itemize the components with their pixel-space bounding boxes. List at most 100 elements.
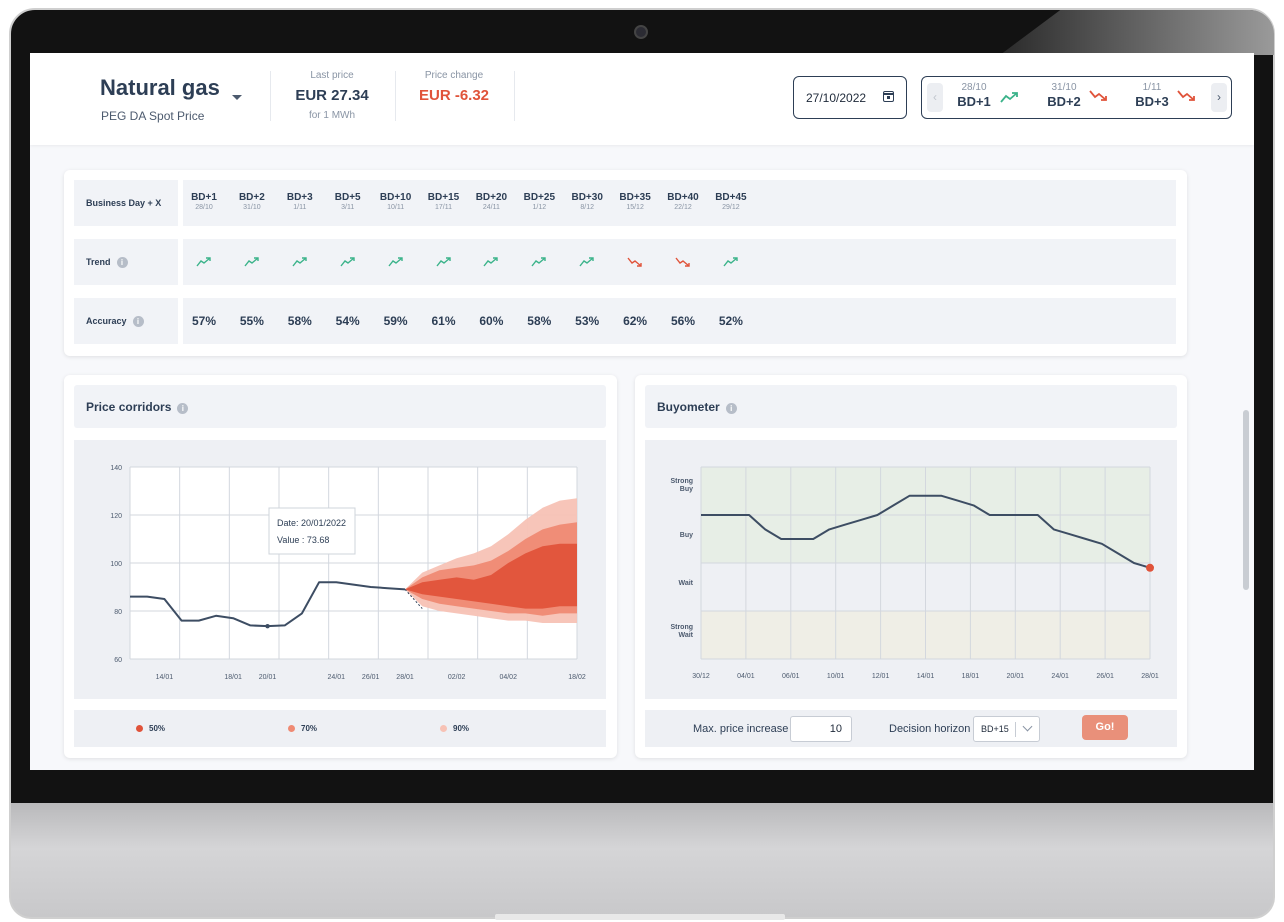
legend-swatch bbox=[136, 725, 143, 732]
bd-label: BD+25 bbox=[523, 192, 555, 203]
y-tick-label: 120 bbox=[110, 513, 122, 520]
info-icon[interactable]: i bbox=[132, 315, 144, 327]
bd-date: 24/11 bbox=[482, 204, 500, 211]
band-50 bbox=[405, 543, 577, 609]
column-header: BD+1 28/10 bbox=[182, 192, 226, 211]
bd-nav-label: BD+2 bbox=[1047, 94, 1081, 109]
price-corridors-header: Price corridors i bbox=[74, 385, 606, 428]
accuracy-value: 54% bbox=[335, 314, 360, 328]
panel-title: Buyometer bbox=[657, 400, 720, 414]
bd-label: BD+20 bbox=[475, 192, 508, 203]
x-tick-label: 18/01 bbox=[962, 673, 980, 680]
current-point[interactable] bbox=[1146, 563, 1154, 572]
divider bbox=[395, 71, 396, 121]
info-icon[interactable]: i bbox=[116, 256, 128, 268]
next-arrow-icon[interactable]: › bbox=[1211, 83, 1227, 112]
accuracy-value: 59% bbox=[383, 314, 408, 328]
divider bbox=[514, 71, 515, 121]
product-name: PEG DA Spot Price bbox=[101, 109, 205, 123]
x-tick-label: 14/01 bbox=[917, 673, 935, 680]
price-corridors-chart: 60 80 100 120 140 14/01 18/01 20/01 24/01 26/01 28… bbox=[110, 465, 586, 681]
bd-label: BD+45 bbox=[715, 192, 747, 203]
buyometer-panel: Buyometer i Strong Buy Buy Wait Strong Wait 30/… bbox=[635, 375, 1187, 758]
trend-down-icon bbox=[1177, 90, 1195, 101]
app-screen: Natural gas PEG DA Spot Price Last price… bbox=[30, 53, 1254, 770]
go-button[interactable]: Go! bbox=[1082, 715, 1128, 740]
column-header: BD+45 29/12 bbox=[709, 192, 753, 211]
legend-swatch bbox=[440, 725, 447, 732]
row-band bbox=[183, 298, 1176, 344]
date-value: 27/10/2022 bbox=[806, 91, 867, 105]
x-tick-label: 04/02 bbox=[499, 674, 517, 681]
bd-label: BD+15 bbox=[427, 192, 460, 203]
max-price-input[interactable]: 10 bbox=[790, 716, 852, 742]
accuracy-value: 57% bbox=[191, 314, 217, 328]
buyometer-chart: Strong Buy Buy Wait Strong Wait 30/12 04/01 06/0… bbox=[670, 466, 1159, 680]
x-tick-label: 20/01 bbox=[259, 674, 277, 681]
projection-line bbox=[404, 589, 423, 609]
bd-nav-item-1[interactable]: 28/10 BD+1 bbox=[956, 82, 992, 109]
buyometer-line bbox=[701, 494, 1151, 569]
prev-arrow-icon[interactable]: ‹ bbox=[927, 83, 943, 112]
bd-label: BD+10 bbox=[379, 192, 412, 203]
info-icon[interactable]: i bbox=[725, 403, 737, 414]
divider bbox=[270, 71, 271, 121]
x-tick-label: 28/01 bbox=[1141, 673, 1159, 680]
panel-title: Price corridors bbox=[86, 400, 172, 414]
accuracy-value: 58% bbox=[287, 314, 312, 328]
legend-70[interactable]: 70% bbox=[288, 724, 317, 733]
trend-up-icon bbox=[292, 257, 307, 267]
bd-nav-date: 28/10 bbox=[961, 82, 987, 93]
price-change-label: Price change bbox=[424, 70, 484, 81]
calendar-icon[interactable] bbox=[883, 91, 894, 102]
info-icon[interactable]: i bbox=[177, 403, 189, 414]
decision-horizon-select[interactable]: BD+15 bbox=[973, 716, 1040, 742]
x-tick-label: 26/01 bbox=[1096, 673, 1114, 680]
scrollbar[interactable] bbox=[1243, 410, 1249, 590]
column-header: BD+10 10/11 bbox=[374, 192, 418, 211]
legend-50[interactable]: 50% bbox=[136, 724, 165, 733]
legend-label: 90% bbox=[453, 724, 470, 733]
bd-navigator: ‹ 28/10 BD+1 31/10 BD+2 1/11 BD+3 › bbox=[921, 76, 1232, 119]
bd-label: BD+1 bbox=[191, 192, 217, 203]
commodity-selector[interactable]: Natural gas PEG DA Spot Price bbox=[100, 75, 220, 123]
price-change-value: EUR -6.32 bbox=[418, 87, 490, 104]
accuracy-value: 62% bbox=[623, 314, 648, 328]
tooltip-value: Value : 73.68 bbox=[277, 535, 329, 545]
select-divider bbox=[1015, 722, 1016, 737]
caret-down-icon[interactable] bbox=[232, 95, 242, 100]
x-tick-label: 06/01 bbox=[782, 673, 800, 680]
legend-swatch bbox=[288, 725, 295, 732]
trend-down-icon bbox=[675, 257, 690, 267]
bd-date: 15/12 bbox=[626, 204, 644, 211]
y-tick-label: 80 bbox=[114, 609, 122, 616]
bd-nav-item-3[interactable]: 1/11 BD+3 bbox=[1134, 82, 1170, 109]
bd-nav-item-2[interactable]: 31/10 BD+2 bbox=[1046, 82, 1082, 109]
legend-90[interactable]: 90% bbox=[440, 724, 469, 733]
trend-down-icon bbox=[627, 257, 642, 267]
column-header: BD+15 17/11 bbox=[422, 192, 466, 211]
y-category-label: Strong Buy bbox=[670, 478, 693, 493]
column-header: BD+3 1/11 bbox=[278, 192, 322, 211]
column-header: BD+30 8/12 bbox=[565, 192, 609, 211]
x-tick-label: 28/01 bbox=[396, 674, 414, 681]
accuracy-value: 58% bbox=[527, 314, 552, 328]
trend-up-icon bbox=[340, 257, 355, 267]
x-tick-label: 02/02 bbox=[448, 674, 466, 681]
trend-up-icon bbox=[531, 257, 546, 267]
bd-nav-label: BD+3 bbox=[1135, 94, 1169, 109]
bd-date: 10/11 bbox=[387, 204, 405, 211]
bd-date: 29/12 bbox=[722, 204, 740, 211]
date-picker[interactable]: 27/10/2022 bbox=[793, 76, 907, 119]
accuracy-value: 53% bbox=[575, 314, 600, 328]
x-tick-label: 24/01 bbox=[1051, 673, 1069, 680]
bd-date: 3/11 bbox=[341, 204, 355, 211]
column-header: BD+20 24/11 bbox=[469, 192, 513, 211]
price-change: Price change EUR -6.32 bbox=[414, 70, 494, 104]
accuracy-value: 55% bbox=[239, 314, 264, 328]
hover-point[interactable] bbox=[265, 623, 270, 629]
last-price-value: EUR 27.34 bbox=[295, 87, 369, 104]
bd-label: BD+5 bbox=[334, 192, 361, 203]
x-tick-label: 18/02 bbox=[568, 674, 586, 681]
x-tick-label: 30/12 bbox=[692, 673, 710, 680]
